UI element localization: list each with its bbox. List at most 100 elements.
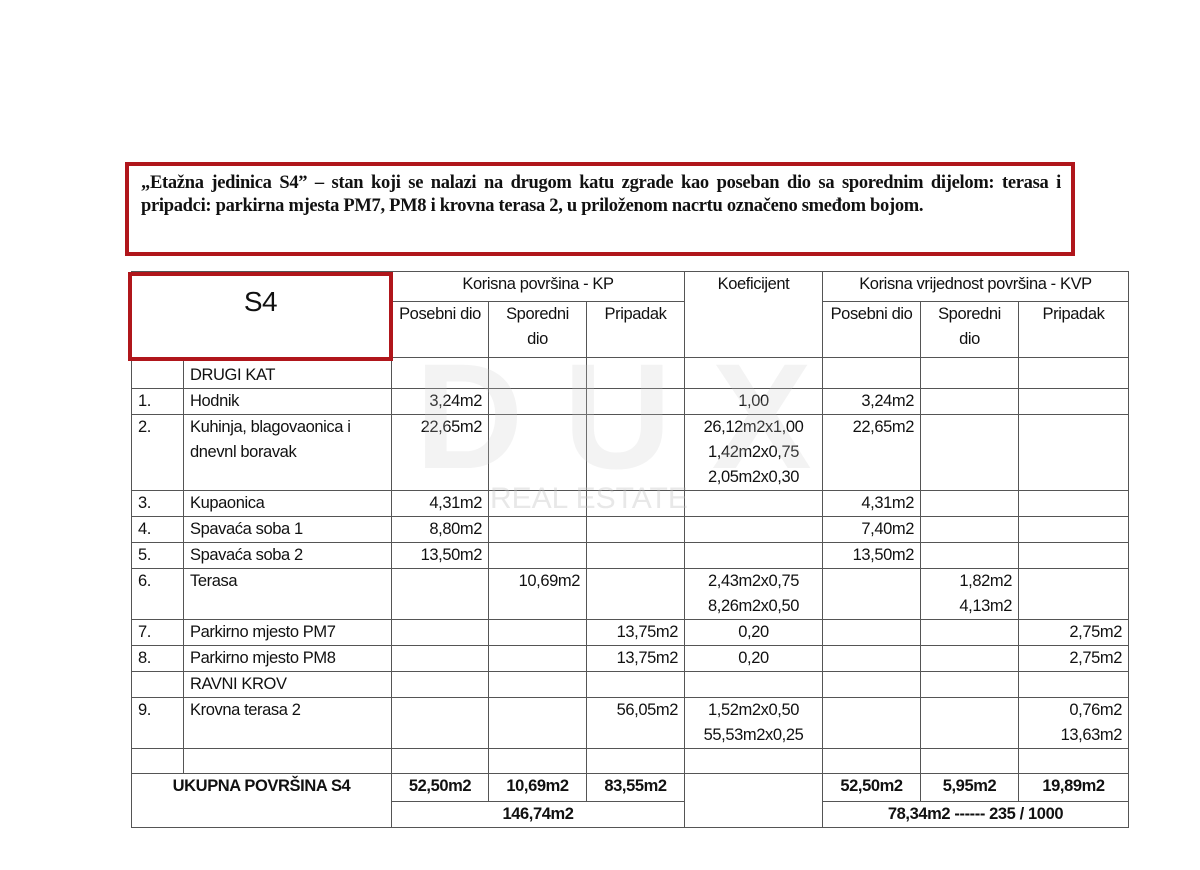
cell-koef: [684, 542, 823, 569]
table-row: 9. Krovna terasa 2 56,05m2 1,52m2x0,50 55,5…: [131, 697, 1129, 749]
cell-kp-pr: [586, 516, 685, 543]
cell-kp-p: [391, 568, 489, 620]
cell-kp-pr: [586, 414, 685, 491]
cell-kp-s: [488, 671, 587, 698]
total-kvp-sporedni: 5,95m2: [920, 773, 1019, 802]
subheader-3: Posebni dio: [822, 301, 921, 358]
total-sum-row: 146,74m2 78,34m2 ------ 235 / 1000: [132, 801, 1129, 828]
cell-kvp-pr: [1018, 414, 1129, 491]
cell-kp-p: [391, 748, 489, 774]
cell-kvp-pr: [1018, 568, 1129, 620]
total-kvp-posebni: 52,50m2: [822, 773, 921, 802]
cell-kp-s: [488, 697, 587, 749]
cell-koef: 1,52m2x0,50 55,53m2x0,25: [684, 697, 823, 749]
cell-kp-s: [488, 388, 587, 415]
header-kvp: Korisna vrijednost površina - KVP: [822, 271, 1129, 302]
cell-no: [131, 748, 184, 774]
cell-name: Kupaonica: [183, 490, 392, 517]
cell-kp-p: 4,31m2: [391, 490, 489, 517]
cell-kvp-s: [920, 414, 1019, 491]
table-row: [131, 748, 1129, 774]
header-kp: Korisna površina - KP: [391, 271, 685, 302]
total-row: UKUPNA POVRŠINA S4 52,50m2 10,69m2 83,55m2 5…: [131, 773, 1129, 828]
cell-kvp-p: 22,65m2: [822, 414, 921, 491]
cell-kp-p: [391, 619, 489, 646]
cell-name: [183, 748, 392, 774]
subheader-0: Posebni dio: [391, 301, 489, 358]
cell-kp-p: 3,24m2: [391, 388, 489, 415]
cell-koef: [684, 671, 823, 698]
cell-kp-s: [488, 748, 587, 774]
total-kp-sum: 146,74m2: [391, 801, 685, 828]
cell-koef: 26,12m2x1,00 1,42m2x0,75 2,05m2x0,30: [684, 414, 823, 491]
header-koeficijent: Koeficijent: [684, 271, 823, 358]
subheader-5: Pripadak: [1018, 301, 1129, 358]
cell-no: 3.: [131, 490, 184, 517]
cell-kvp-p: 7,40m2: [822, 516, 921, 543]
cell-name: RAVNI KROV: [183, 671, 392, 698]
total-kp-pripadak: 83,55m2: [586, 773, 685, 802]
table-row: 8. Parkirno mjesto PM8 13,75m2 0,20 2,75m2: [131, 645, 1129, 672]
cell-name: Kuhinja, blagovaonica i dnevnl boravak: [183, 414, 392, 491]
cell-koef: 2,43m2x0,75 8,26m2x0,50: [684, 568, 823, 620]
cell-kvp-p: [822, 697, 921, 749]
area-table: Korisna površina - KP Koeficijent Korisn…: [131, 271, 1129, 828]
unit-title: S4: [243, 286, 278, 317]
cell-koef: [684, 490, 823, 517]
cell-kp-s: [488, 357, 587, 389]
table-row: 5. Spavaća soba 2 13,50m2 13,50m2: [131, 542, 1129, 569]
cell-kvp-pr: [1018, 748, 1129, 774]
cell-kvp-p: [822, 671, 921, 698]
cell-name: Parkirno mjesto PM8: [183, 645, 392, 672]
cell-kvp-pr: [1018, 542, 1129, 569]
cell-no: 8.: [131, 645, 184, 672]
cell-kp-pr: [586, 568, 685, 620]
cell-kp-p: 22,65m2: [391, 414, 489, 491]
cell-no: 4.: [131, 516, 184, 543]
table-row: 7. Parkirno mjesto PM7 13,75m2 0,20 2,75m2: [131, 619, 1129, 646]
cell-kp-pr: [586, 388, 685, 415]
cell-kvp-pr: [1018, 516, 1129, 543]
cell-kvp-p: 4,31m2: [822, 490, 921, 517]
cell-kp-s: [488, 490, 587, 517]
cell-koef: 0,20: [684, 645, 823, 672]
cell-koef: [684, 357, 823, 389]
cell-koef: [684, 748, 823, 774]
cell-kvp-pr: 2,75m2: [1018, 619, 1129, 646]
cell-no: 1.: [131, 388, 184, 415]
cell-kvp-pr: [1018, 357, 1129, 389]
cell-no: [131, 671, 184, 698]
cell-kp-pr: 13,75m2: [586, 645, 685, 672]
cell-koef: [684, 516, 823, 543]
total-koef-empty: [684, 773, 823, 828]
cell-name: Krovna terasa 2: [183, 697, 392, 749]
cell-kvp-p: 13,50m2: [822, 542, 921, 569]
cell-kp-p: 13,50m2: [391, 542, 489, 569]
table-row: DRUGI KAT: [131, 357, 1129, 389]
total-kp-posebni: 52,50m2: [391, 773, 489, 802]
cell-kp-s: 10,69m2: [488, 568, 587, 620]
cell-kvp-s: [920, 671, 1019, 698]
cell-kvp-s: [920, 388, 1019, 415]
cell-kvp-pr: 0,76m2 13,63m2: [1018, 697, 1129, 749]
cell-koef: 1,00: [684, 388, 823, 415]
cell-koef: 0,20: [684, 619, 823, 646]
cell-kp-p: [391, 645, 489, 672]
cell-kvp-s: [920, 748, 1019, 774]
cell-no: 5.: [131, 542, 184, 569]
cell-no: [131, 357, 184, 389]
cell-kvp-pr: [1018, 671, 1129, 698]
cell-name: Parkirno mjesto PM7: [183, 619, 392, 646]
subheader-2: Pripadak: [586, 301, 685, 358]
table-row: 6. Terasa 10,69m2 2,43m2x0,75 8,26m2x0,50 1,…: [131, 568, 1129, 620]
cell-kp-s: [488, 645, 587, 672]
cell-kp-pr: [586, 542, 685, 569]
total-label: UKUPNA POVRŠINA S4: [131, 773, 392, 828]
cell-kvp-p: 3,24m2: [822, 388, 921, 415]
cell-kp-pr: [586, 357, 685, 389]
cell-name: Terasa: [183, 568, 392, 620]
cell-no: 6.: [131, 568, 184, 620]
table-row: 2. Kuhinja, blagovaonica i dnevnl boravak…: [131, 414, 1129, 491]
cell-kp-p: 8,80m2: [391, 516, 489, 543]
unit-title-box: S4: [128, 272, 393, 361]
